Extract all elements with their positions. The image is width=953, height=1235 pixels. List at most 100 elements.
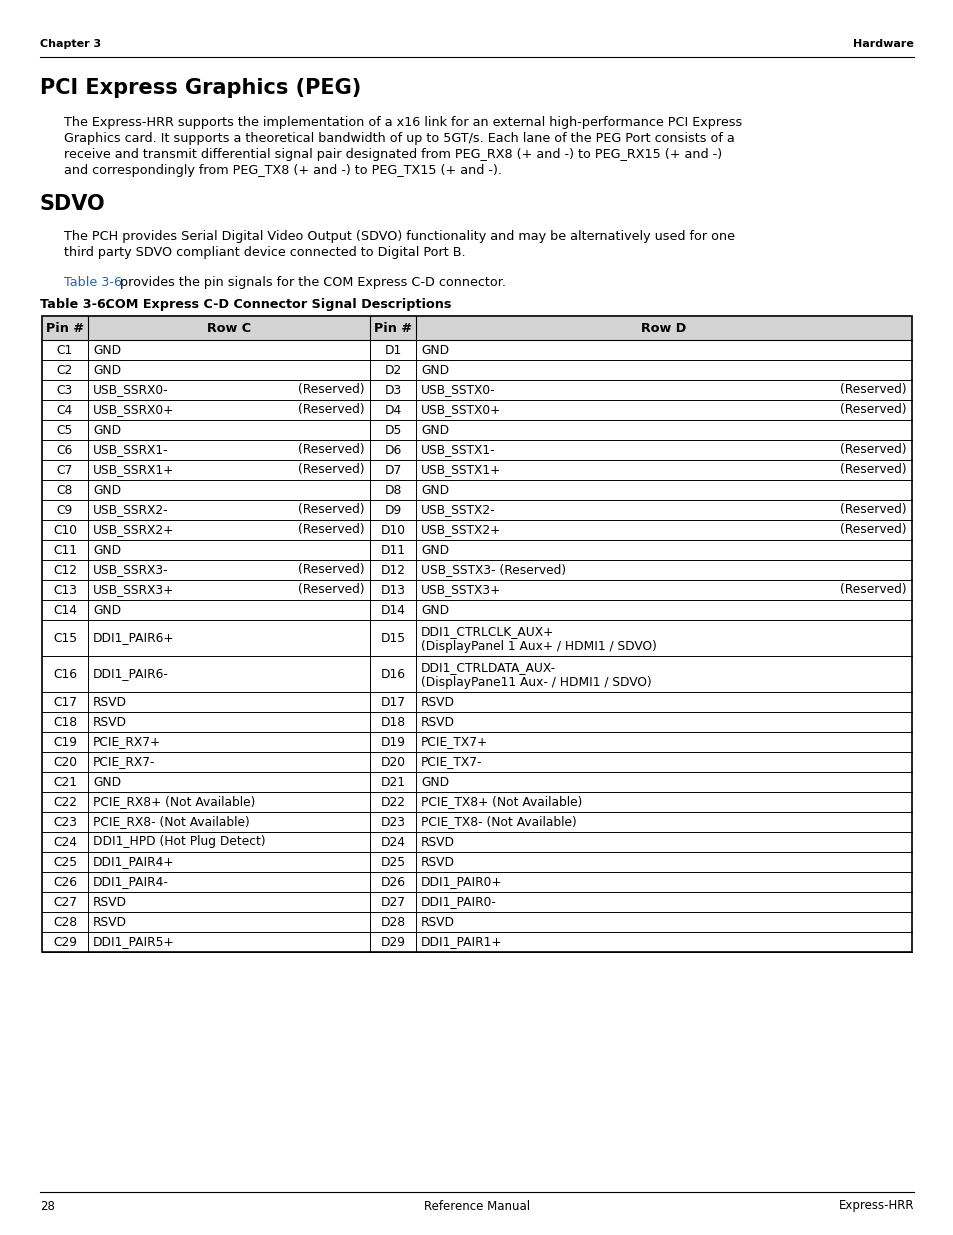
Text: C20: C20 xyxy=(53,756,77,768)
Bar xyxy=(42,811,911,832)
Text: (Reserved): (Reserved) xyxy=(840,384,906,396)
Text: C13: C13 xyxy=(53,583,77,597)
Bar xyxy=(42,316,911,340)
Bar xyxy=(42,832,911,852)
Bar xyxy=(42,440,911,459)
Text: RSVD: RSVD xyxy=(92,895,127,909)
Text: 28: 28 xyxy=(40,1199,55,1213)
Text: receive and transmit differential signal pair designated from PEG_RX8 (+ and -) : receive and transmit differential signal… xyxy=(64,148,721,161)
Text: USB_SSTX2+: USB_SSTX2+ xyxy=(420,524,500,536)
Text: DDI1_PAIR6-: DDI1_PAIR6- xyxy=(92,667,169,680)
Text: D9: D9 xyxy=(384,504,401,516)
Text: The Express-HRR supports the implementation of a x16 link for an external high-p: The Express-HRR supports the implementat… xyxy=(64,116,741,128)
Text: D28: D28 xyxy=(380,915,405,929)
Bar xyxy=(42,911,911,932)
Text: PCIE_RX8+ (Not Available): PCIE_RX8+ (Not Available) xyxy=(92,795,255,809)
Text: third party SDVO compliant device connected to Digital Port B.: third party SDVO compliant device connec… xyxy=(64,246,465,259)
Text: C12: C12 xyxy=(53,563,77,577)
Text: GND: GND xyxy=(420,343,449,357)
Text: DDI1_PAIR5+: DDI1_PAIR5+ xyxy=(92,935,174,948)
Text: D6: D6 xyxy=(384,443,401,457)
Text: GND: GND xyxy=(420,424,449,436)
Text: DDI1_CTRLDATA_AUX-: DDI1_CTRLDATA_AUX- xyxy=(420,661,556,674)
Text: DDI1_PAIR4-: DDI1_PAIR4- xyxy=(92,876,169,888)
Text: USB_SSTX3+: USB_SSTX3+ xyxy=(420,583,500,597)
Text: PCIE_RX7-: PCIE_RX7- xyxy=(92,756,155,768)
Text: D4: D4 xyxy=(384,404,401,416)
Text: C26: C26 xyxy=(53,876,77,888)
Text: Graphics card. It supports a theoretical bandwidth of up to 5GT/s. Each lane of : Graphics card. It supports a theoretical… xyxy=(64,132,734,144)
Text: D18: D18 xyxy=(380,715,405,729)
Text: Table 3-6.: Table 3-6. xyxy=(40,298,111,311)
Text: D15: D15 xyxy=(380,631,405,645)
Text: Reference Manual: Reference Manual xyxy=(423,1199,530,1213)
Text: (Reserved): (Reserved) xyxy=(298,504,365,516)
Text: GND: GND xyxy=(92,424,121,436)
Text: C11: C11 xyxy=(53,543,77,557)
Text: RSVD: RSVD xyxy=(92,715,127,729)
Text: The PCH provides Serial Digital Video Output (SDVO) functionality and may be alt: The PCH provides Serial Digital Video Ou… xyxy=(64,230,734,243)
Text: C9: C9 xyxy=(57,504,73,516)
Text: USB_SSTX0-: USB_SSTX0- xyxy=(420,384,496,396)
Text: USB_SSTX0+: USB_SSTX0+ xyxy=(420,404,500,416)
Text: PCI Express Graphics (PEG): PCI Express Graphics (PEG) xyxy=(40,78,361,98)
Text: DDI1_PAIR0+: DDI1_PAIR0+ xyxy=(420,876,502,888)
Bar xyxy=(42,732,911,752)
Text: D29: D29 xyxy=(380,935,405,948)
Text: RSVD: RSVD xyxy=(92,695,127,709)
Text: C6: C6 xyxy=(57,443,73,457)
Text: (DisplayPanel 1 Aux+ / HDMI1 / SDVO): (DisplayPanel 1 Aux+ / HDMI1 / SDVO) xyxy=(420,640,657,653)
Text: provides the pin signals for the COM Express C-D connector.: provides the pin signals for the COM Exp… xyxy=(116,275,505,289)
Text: (Reserved): (Reserved) xyxy=(298,384,365,396)
Text: RSVD: RSVD xyxy=(420,836,455,848)
Bar xyxy=(42,600,911,620)
Text: USB_SSRX1+: USB_SSRX1+ xyxy=(92,463,174,477)
Text: DDI1_PAIR0-: DDI1_PAIR0- xyxy=(420,895,497,909)
Text: RSVD: RSVD xyxy=(420,915,455,929)
Text: (Reserved): (Reserved) xyxy=(298,463,365,477)
Text: USB_SSTX1-: USB_SSTX1- xyxy=(420,443,496,457)
Text: D23: D23 xyxy=(380,815,405,829)
Bar xyxy=(42,340,911,359)
Text: PCIE_TX7+: PCIE_TX7+ xyxy=(420,736,488,748)
Text: (Reserved): (Reserved) xyxy=(298,563,365,577)
Text: D7: D7 xyxy=(384,463,401,477)
Text: Pin #: Pin # xyxy=(46,321,84,335)
Text: D11: D11 xyxy=(380,543,405,557)
Text: D19: D19 xyxy=(380,736,405,748)
Text: Table 3-6: Table 3-6 xyxy=(64,275,122,289)
Text: D25: D25 xyxy=(380,856,405,868)
Bar xyxy=(42,459,911,480)
Text: Pin #: Pin # xyxy=(374,321,412,335)
Bar xyxy=(42,932,911,952)
Bar xyxy=(42,480,911,500)
Text: C10: C10 xyxy=(53,524,77,536)
Bar xyxy=(42,359,911,380)
Text: USB_SSRX0-: USB_SSRX0- xyxy=(92,384,169,396)
Text: USB_SSRX3+: USB_SSRX3+ xyxy=(92,583,174,597)
Text: D5: D5 xyxy=(384,424,401,436)
Text: C7: C7 xyxy=(57,463,73,477)
Text: Hardware: Hardware xyxy=(852,40,913,49)
Text: GND: GND xyxy=(92,363,121,377)
Bar xyxy=(42,420,911,440)
Text: USB_SSTX2-: USB_SSTX2- xyxy=(420,504,496,516)
Text: SDVO: SDVO xyxy=(40,194,106,214)
Text: GND: GND xyxy=(420,543,449,557)
Text: C17: C17 xyxy=(53,695,77,709)
Text: D3: D3 xyxy=(384,384,401,396)
Text: RSVD: RSVD xyxy=(92,915,127,929)
Text: D10: D10 xyxy=(380,524,405,536)
Text: Row D: Row D xyxy=(640,321,686,335)
Text: GND: GND xyxy=(420,483,449,496)
Text: COM Express C-D Connector Signal Descriptions: COM Express C-D Connector Signal Descrip… xyxy=(91,298,451,311)
Text: D13: D13 xyxy=(380,583,405,597)
Text: (Reserved): (Reserved) xyxy=(298,583,365,597)
Bar xyxy=(42,559,911,580)
Text: (DisplayPane11 Aux- / HDMI1 / SDVO): (DisplayPane11 Aux- / HDMI1 / SDVO) xyxy=(420,676,651,689)
Text: D26: D26 xyxy=(380,876,405,888)
Text: (Reserved): (Reserved) xyxy=(840,524,906,536)
Text: USB_SSRX1-: USB_SSRX1- xyxy=(92,443,169,457)
Text: GND: GND xyxy=(420,776,449,788)
Text: C28: C28 xyxy=(52,915,77,929)
